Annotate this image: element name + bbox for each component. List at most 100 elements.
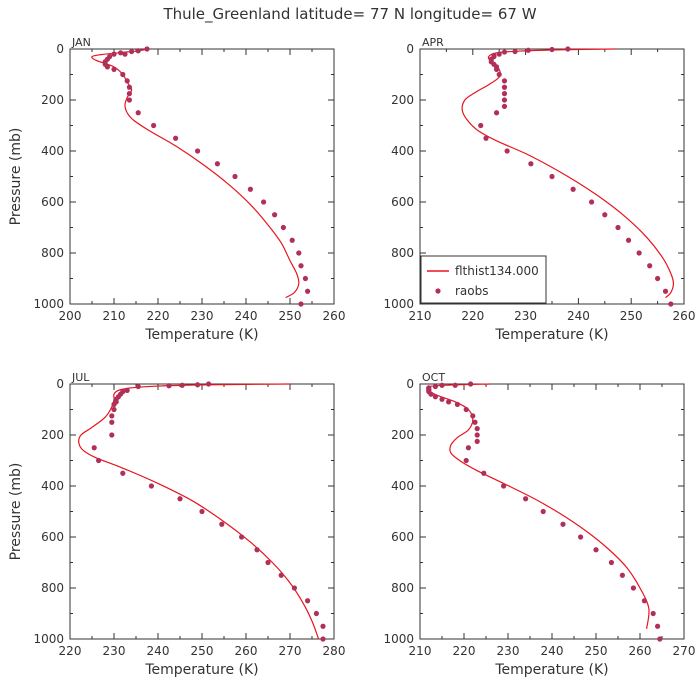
- x-tick-label: 220: [461, 309, 484, 323]
- obs-point: [320, 623, 326, 629]
- panel-label-jul: JUL: [71, 371, 90, 384]
- obs-point: [470, 413, 476, 419]
- obs-point: [439, 382, 445, 388]
- obs-point: [126, 91, 132, 97]
- x-tick-label: 220: [453, 644, 476, 658]
- x-tick-label: 280: [323, 644, 346, 658]
- plot-frame-jan: [69, 48, 335, 305]
- obs-point: [111, 66, 117, 72]
- y-tick-label: 1000: [383, 632, 414, 646]
- y-tick-label: 0: [406, 377, 414, 391]
- obs-point: [195, 382, 201, 388]
- x-tick-label: 210: [103, 309, 126, 323]
- obs-point: [151, 122, 157, 129]
- y-tick-label: 400: [41, 479, 64, 493]
- figure-title: Thule_Greenland latitude= 77 N longitude…: [162, 5, 536, 24]
- obs-point: [463, 457, 469, 464]
- obs-point: [528, 161, 534, 167]
- obs-point: [540, 508, 546, 515]
- obs-point: [247, 186, 253, 192]
- obs-point: [118, 50, 124, 56]
- obs-point: [474, 438, 480, 444]
- obs-point: [432, 383, 438, 390]
- x-tick-label: 270: [279, 644, 302, 658]
- obs-point: [593, 547, 599, 553]
- x-tick-label: 220: [59, 644, 82, 658]
- obs-point: [501, 483, 507, 489]
- y-tick-label: 800: [41, 246, 64, 260]
- obs-point: [298, 301, 304, 307]
- panel-jan: JAN 200 210 220 230 240 250 260 0 200 400 600 800 100…: [8, 36, 345, 343]
- obs-point: [135, 110, 141, 116]
- obs-point: [501, 103, 508, 109]
- x-tick-label: 260: [673, 309, 696, 323]
- obs-point: [523, 496, 529, 502]
- obs-point: [232, 173, 238, 180]
- y-tick-label: 0: [56, 42, 64, 56]
- y-tick-label: 0: [406, 42, 414, 56]
- model-line-oct: [426, 383, 650, 629]
- obs-point: [280, 224, 286, 231]
- y-tick-label: 200: [391, 93, 414, 107]
- x-tick-label: 240: [567, 309, 590, 323]
- obs-point: [261, 199, 267, 205]
- y-tick-label: 1000: [33, 297, 64, 311]
- obs-point: [313, 610, 319, 617]
- obs-point: [501, 91, 508, 97]
- y-tick-label: 600: [391, 195, 414, 209]
- x-tick-label: 260: [323, 309, 346, 323]
- legend: flthist134.000 raobs: [420, 255, 547, 304]
- y-tick-label: 400: [41, 144, 64, 158]
- y-tick-label: 200: [41, 428, 64, 442]
- obs-point: [298, 263, 304, 269]
- obs-point: [504, 148, 510, 154]
- panel-apr: APR 210 220 230 240 250 260 0 200 400 600 800 1000 Te…: [383, 36, 695, 343]
- obs-point: [109, 432, 115, 438]
- obs-point: [560, 521, 566, 527]
- obs-point: [265, 559, 271, 566]
- obs-point: [619, 572, 626, 578]
- obs-point: [195, 148, 201, 154]
- obs-point: [657, 636, 663, 642]
- y-tick-label: 600: [41, 530, 64, 544]
- obs-point: [109, 419, 115, 425]
- obs-point: [104, 64, 110, 70]
- obs-point: [668, 301, 674, 307]
- obs-point: [446, 399, 452, 405]
- obs-point: [662, 288, 669, 294]
- obs-point: [173, 135, 179, 141]
- x-axis-label: Temperature (K): [144, 327, 258, 343]
- obs-point: [120, 71, 126, 78]
- obs-point: [608, 559, 615, 566]
- obs-point: [578, 534, 584, 540]
- obs-point: [278, 572, 284, 578]
- obs-point: [468, 381, 474, 387]
- x-tick-label: 240: [541, 644, 564, 658]
- y-tick-label: 800: [41, 581, 64, 595]
- obs-point: [501, 97, 508, 103]
- obs-point: [512, 48, 518, 55]
- x-axis-label: Temperature (K): [494, 327, 608, 343]
- obs-point: [432, 394, 438, 400]
- obs-point: [219, 521, 225, 527]
- obs-point: [496, 51, 502, 57]
- obs-point: [549, 46, 555, 53]
- model-line-jan: [91, 48, 300, 299]
- obs-point: [501, 78, 508, 84]
- x-axis-label: Temperature (K): [494, 662, 608, 678]
- obs-point: [96, 457, 102, 464]
- y-tick-label: 1000: [383, 297, 414, 311]
- y-tick-label: 400: [391, 479, 414, 493]
- obs-point: [206, 381, 212, 387]
- panel-label-jan: JAN: [71, 36, 91, 49]
- y-tick-label: 600: [41, 195, 64, 209]
- panel-oct: OCT 210 220 230 240 250 260 270 0 200 400 600 800 100…: [383, 371, 695, 678]
- y-tick-label: 200: [391, 428, 414, 442]
- model-line-jul: [78, 383, 320, 640]
- model-line-apr: [461, 48, 675, 299]
- obs-point: [650, 610, 656, 617]
- obs-point: [111, 401, 117, 407]
- x-tick-label: 210: [409, 309, 432, 323]
- y-axis-label: Pressure (mb): [8, 463, 24, 561]
- y-axis-label: Pressure (mb): [8, 128, 24, 226]
